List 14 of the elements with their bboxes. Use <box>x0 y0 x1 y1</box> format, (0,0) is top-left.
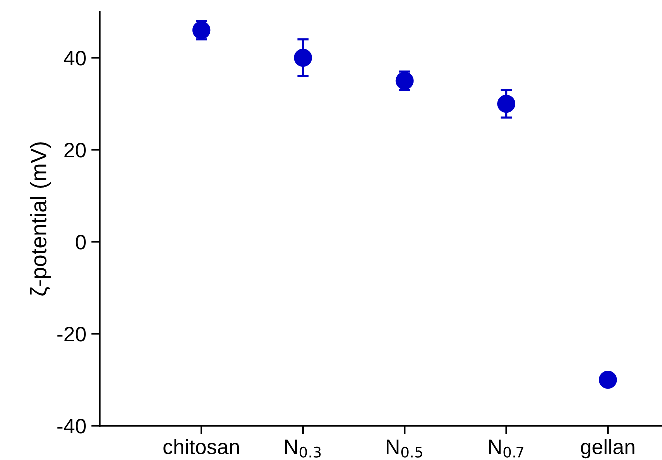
x-tick-label: chitosan <box>164 439 240 454</box>
x-tick-label: N$_{0.7}$ <box>489 440 524 458</box>
point <box>294 48 312 68</box>
point <box>599 370 618 390</box>
point <box>497 94 516 114</box>
x-tick-label: gellan <box>581 439 635 459</box>
y-tick-label: -20 <box>58 327 86 342</box>
x-tick-label: N$_{0.5}$ <box>387 440 422 458</box>
y-tick-label: 20 <box>64 143 86 158</box>
x-tick-label: N$_{0.3}$ <box>285 440 321 458</box>
y-tick-label: 0 <box>76 235 86 250</box>
y-axis-title: ζ-potential (mV) <box>30 142 52 296</box>
y-tick-label: -40 <box>58 419 86 434</box>
y-tick-label: 40 <box>64 51 86 66</box>
